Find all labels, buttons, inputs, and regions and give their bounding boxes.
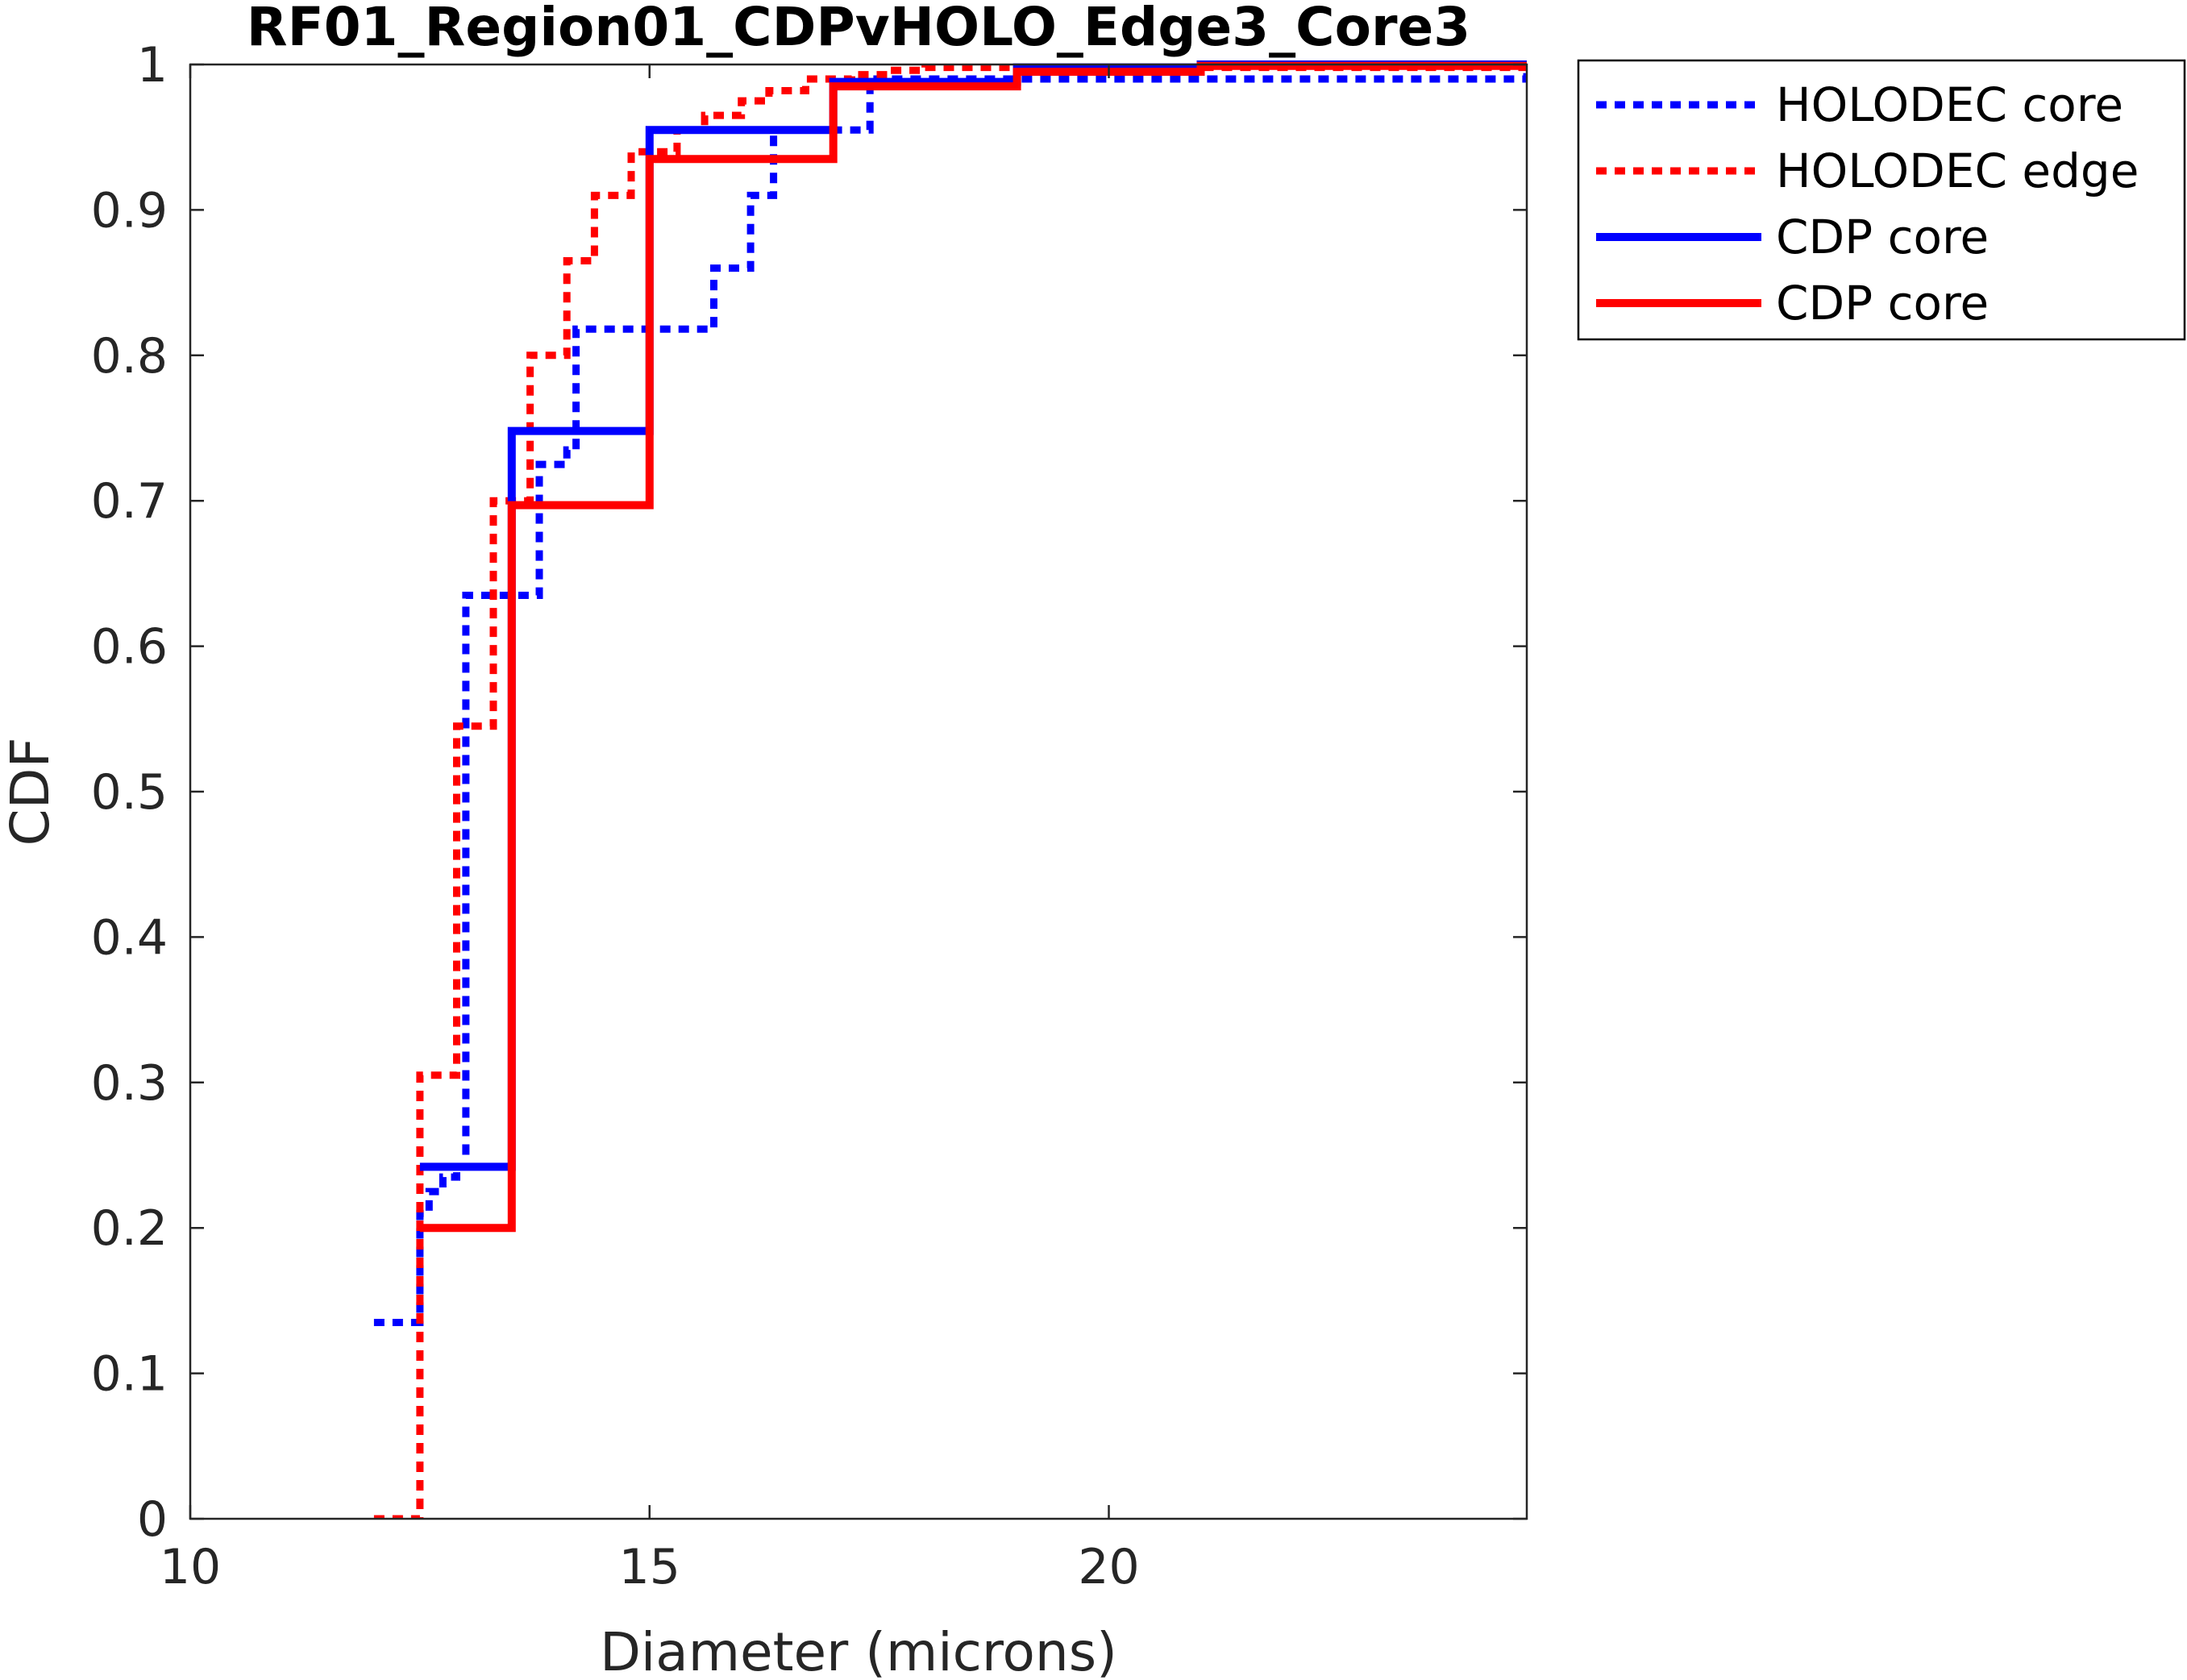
series-line-holodec-core-0 [373,64,1527,1326]
y-tick-label: 0 [137,1491,168,1548]
tick-labels-layer: 10 15 20 0 0.1 0.2 0.3 0.4 0.5 0.6 0.7 0.8 0.9 1 [91,37,1140,1595]
y-tick-label: 0.2 [91,1200,168,1257]
plot-area [190,64,1527,1519]
y-tick-label: 0.3 [91,1055,168,1112]
x-tick-label: 10 [160,1539,221,1595]
plot-frame [189,63,1528,1520]
y-tick-label: 0.6 [91,619,168,676]
y-tick-label: 0.4 [91,909,168,966]
legend-label: CDP core [1776,276,1989,331]
legend-label: CDP core [1776,210,1989,264]
series-line-cdp-core-3 [419,61,1527,1233]
legend-label: HOLODEC core [1776,77,2123,132]
y-tick-label: 0.5 [91,764,168,821]
y-tick-label: 0.7 [91,473,168,530]
y-tick-label: 0.9 [91,182,168,239]
x-tick-label: 15 [619,1539,680,1595]
chart-title: RF01_Region01_CDPvHOLO_Edge3_Core3 [247,0,1470,58]
y-axis-label: CDF [0,738,61,846]
legend-entries: HOLODEC core HOLODEC edge CDP core CDP core [1596,77,2139,331]
x-tick-label: 20 [1078,1539,1139,1595]
legend-label: HOLODEC edge [1776,143,2139,198]
legend: HOLODEC core HOLODEC edge CDP core CDP core [1577,59,2186,341]
y-tick-label: 1 [137,37,168,94]
y-tick-label: 0.8 [91,328,168,385]
y-tick-label: 0.1 [91,1346,168,1403]
x-axis-label: Diameter (microns) [600,1621,1117,1680]
series-layer [373,60,1527,1520]
